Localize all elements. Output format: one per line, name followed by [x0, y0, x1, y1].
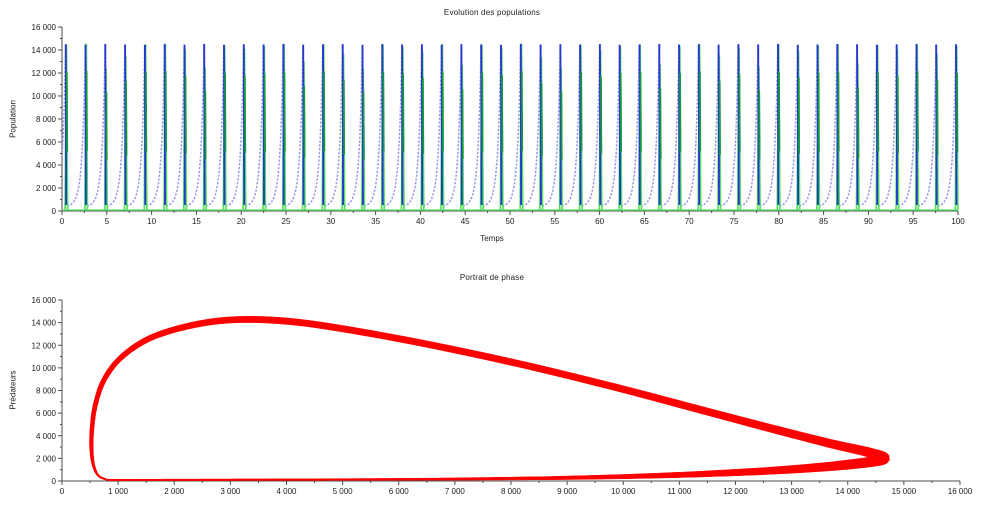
chart1-title: Evolution des populations: [443, 8, 541, 17]
y-tick-label: 4 000: [36, 432, 57, 441]
x-tick-label: 80: [774, 217, 783, 226]
x-tick-label: 16 000: [948, 487, 973, 496]
x-tick-label: 7 000: [445, 487, 466, 496]
y-tick-label: 8 000: [36, 387, 57, 396]
x-tick-label: 55: [550, 217, 559, 226]
y-tick-label: 12 000: [32, 69, 57, 78]
x-tick-label: 10: [147, 217, 156, 226]
x-tick-label: 90: [864, 217, 873, 226]
chart-portrait-de-phase: 0 1 000 2 000 3 000 4 000 5 000 6 000 7 000 8 00…: [32, 296, 973, 496]
phase-cycle-band: [89, 316, 890, 481]
x-tick-label: 30: [326, 217, 335, 226]
x-tick-label: 2 000: [164, 487, 185, 496]
x-tick-label: 9 000: [557, 487, 578, 496]
x-tick-label: 15 000: [892, 487, 917, 496]
y-tick-label: 2 000: [36, 454, 57, 463]
x-tick-label: 8 000: [501, 487, 522, 496]
y-tick-label: 4 000: [36, 161, 57, 170]
x-tick-label: 75: [730, 217, 739, 226]
y-tick-label: 8 000: [36, 115, 57, 124]
y-tick-label: 0: [52, 477, 57, 486]
y-tick-label: 6 000: [36, 138, 57, 147]
x-tick-label: 1 000: [108, 487, 129, 496]
y-tick-label: 12 000: [32, 341, 57, 350]
y-tick-label: 14 000: [32, 319, 57, 328]
x-tick-label: 6 000: [389, 487, 410, 496]
x-tick-label: 65: [640, 217, 649, 226]
x-tick-label: 14 000: [836, 487, 861, 496]
y-tick-label: 0: [52, 207, 57, 216]
prey-crash-path: [64, 43, 958, 206]
x-tick-label: 60: [595, 217, 604, 226]
x-tick-label: 50: [506, 217, 515, 226]
x-tick-label: 15: [192, 217, 201, 226]
x-tick-label: 70: [685, 217, 694, 226]
x-tick-label: 45: [461, 217, 470, 226]
y-tick-label: 10 000: [32, 364, 57, 373]
x-tick-label: 0: [60, 217, 65, 226]
y-tick-label: 6 000: [36, 409, 57, 418]
y-tick-label: 16 000: [32, 23, 57, 32]
prey-series-path: [62, 43, 957, 207]
x-tick-label: 85: [819, 217, 828, 226]
x-tick-label: 3 000: [220, 487, 241, 496]
x-tick-label: 11 000: [667, 487, 691, 496]
x-tick-label: 5 000: [333, 487, 354, 496]
x-tick-label: 20: [237, 217, 246, 226]
x-tick-label: 4 000: [276, 487, 297, 496]
chart2-title: Portrait de phase: [459, 273, 525, 282]
chart-evolution-populations: 0 5 10 15 20 25 30 35 40 45 50 55 60 65 70 75 80 85 90 95 10…: [32, 23, 966, 226]
x-tick-label: 35: [371, 217, 380, 226]
x-tick-label: 5: [105, 217, 110, 226]
predator-series-path: [64, 43, 959, 211]
x-tick-label: 13 000: [779, 487, 804, 496]
y-tick-label: 10 000: [32, 92, 57, 101]
x-tick-label: 12 000: [723, 487, 748, 496]
y-tick-label: 16 000: [32, 296, 57, 305]
x-tick-label: 0: [60, 487, 65, 496]
chart1-y-axis-label: Population: [8, 100, 18, 138]
y-tick-label: 2 000: [36, 184, 57, 193]
x-tick-label: 10 000: [611, 487, 636, 496]
y-tick-label: 14 000: [32, 46, 57, 55]
x-tick-label: 100: [951, 217, 965, 226]
x-tick-label: 95: [909, 217, 918, 226]
chart1-x-axis-label: Temps: [480, 234, 504, 243]
predator-fall-path: [65, 71, 959, 161]
chart2-y-axis-label: Prédateurs: [8, 370, 18, 410]
x-tick-label: 40: [416, 217, 425, 226]
x-tick-label: 25: [282, 217, 291, 226]
